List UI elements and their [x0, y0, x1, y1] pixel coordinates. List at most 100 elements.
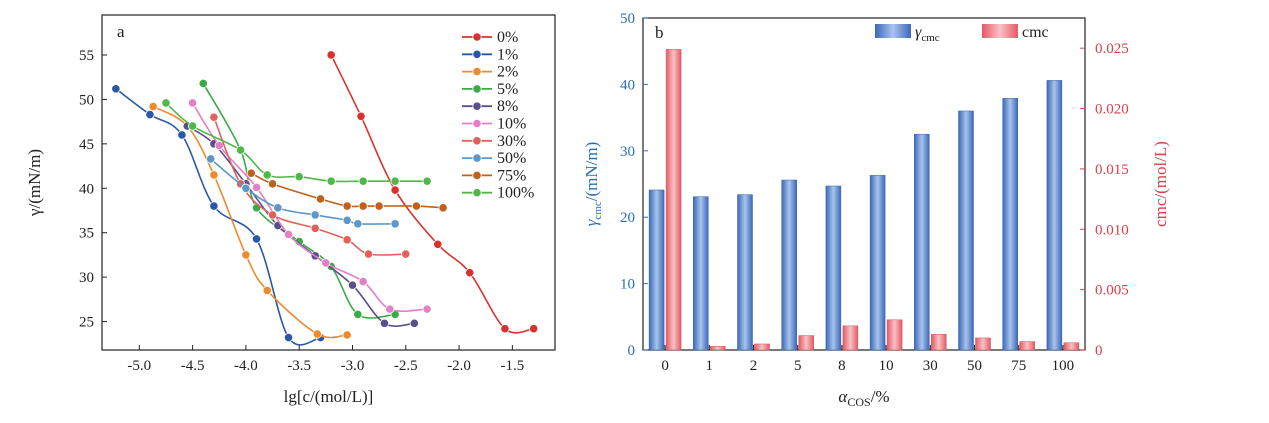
data-point: [241, 250, 251, 260]
data-point: [321, 258, 331, 268]
data-point: [390, 176, 400, 186]
data-point: [433, 239, 443, 249]
bar-gamma: [781, 179, 797, 351]
y-left-tick-label: 50: [620, 11, 635, 27]
x-tick-label: -2.5: [394, 358, 418, 374]
plot-frame-b: [642, 17, 1086, 351]
panel-label-a: a: [117, 22, 125, 41]
data-point: [262, 170, 272, 180]
data-point: [315, 194, 326, 204]
legend-label: 75%: [497, 167, 526, 184]
x-axis-title-sub: COS: [847, 395, 870, 409]
x-tick-label: -4.0: [234, 358, 258, 374]
data-point: [529, 324, 539, 334]
data-point: [374, 201, 384, 211]
data-point: [353, 309, 363, 320]
x-tick-label: 50: [967, 358, 982, 374]
data-point: [283, 229, 294, 240]
data-point: [241, 183, 251, 193]
data-point: [390, 219, 400, 229]
legend-label: 10%: [497, 116, 526, 133]
x-tick-label: 100: [1052, 358, 1075, 374]
data-point: [188, 98, 198, 108]
data-point: [363, 249, 374, 259]
data-point: [310, 210, 320, 220]
panel-label-b: b: [655, 23, 664, 42]
data-point: [342, 235, 352, 245]
data-point: [310, 223, 320, 233]
data-point: [145, 109, 155, 120]
x-tick-label: 10: [879, 358, 894, 374]
y-right-tick-label: 0.015: [1095, 162, 1129, 178]
data-point: [206, 154, 216, 164]
y-left-axis-title-sub: cmc: [592, 201, 604, 219]
data-point: [342, 215, 352, 225]
legend-label: 2%: [497, 64, 518, 81]
bar-gamma: [1002, 98, 1018, 351]
legend-marker: [472, 170, 482, 180]
data-point: [188, 121, 198, 131]
data-point: [177, 130, 187, 140]
x-axis-title-main: α: [838, 387, 848, 406]
data-point: [267, 210, 278, 220]
data-point: [358, 276, 368, 287]
bar-cmc: [1063, 342, 1080, 351]
bar-gamma: [648, 189, 665, 351]
y-tick-label: 45: [79, 137, 94, 153]
legend-label-gamma: γcmc: [915, 24, 940, 44]
y-right-tick-label: 0.010: [1095, 222, 1129, 238]
y-left-tick-label: 10: [620, 277, 635, 293]
bar-cmc: [975, 337, 991, 351]
data-point: [342, 201, 352, 211]
chart-panel-a: -5.0 -4.5 -4.0 -3.5 -3.0 -2.5 -2.0 -1.5 25 30 35 40…: [25, 14, 556, 406]
series-line: [210, 158, 396, 225]
data-point: [385, 304, 395, 314]
plot-frame-a: [101, 14, 556, 351]
x-tick-label: -3.0: [341, 358, 365, 374]
data-point: [358, 176, 368, 186]
x-tick-label: 1: [706, 358, 714, 374]
bar-cmc: [710, 346, 726, 351]
y-left-tick-label: 30: [620, 144, 635, 160]
legend-label-cmc: cmc: [1022, 24, 1049, 41]
data-point: [294, 172, 304, 182]
data-point: [312, 329, 322, 339]
data-point: [390, 185, 400, 195]
legend-marker: [472, 49, 482, 59]
series-line: [191, 102, 428, 312]
legend-label-gamma-main: γ: [915, 24, 922, 41]
bar-cmc: [798, 335, 814, 351]
legend-marker: [472, 32, 482, 42]
y-tick-label: 40: [79, 181, 94, 197]
legend-swatch-gamma: [875, 24, 911, 38]
y-right-tick-label: 0.025: [1095, 41, 1129, 57]
data-point: [235, 145, 246, 155]
y-tick-label: 55: [79, 48, 94, 64]
data-point: [465, 268, 475, 278]
x-axis-title-b: αCOS/%: [838, 387, 889, 409]
x-tick-label: -3.5: [287, 358, 311, 374]
y-left-axis-title: γcmc/(mN/m): [582, 142, 604, 227]
legend-label: 100%: [497, 185, 534, 202]
legend-label: 0%: [497, 29, 518, 46]
bar-gamma: [737, 194, 753, 351]
data-point: [262, 285, 272, 296]
data-point: [148, 101, 158, 112]
data-point: [409, 318, 419, 328]
data-point: [358, 201, 368, 211]
series-line: [165, 102, 428, 183]
legend-label: 5%: [497, 81, 518, 98]
data-point: [422, 304, 432, 314]
y-tick-label: 30: [79, 270, 94, 286]
x-tick-label: -5.0: [127, 358, 151, 374]
legend-label: 1%: [497, 46, 518, 63]
bar-cmc: [886, 319, 903, 351]
bar-gamma: [825, 185, 842, 351]
legend-label: 50%: [497, 150, 526, 167]
data-point: [353, 219, 363, 229]
bar-gamma: [1046, 80, 1063, 351]
data-point: [209, 112, 219, 122]
x-tick-label: 75: [1011, 358, 1026, 374]
data-point: [267, 179, 278, 189]
